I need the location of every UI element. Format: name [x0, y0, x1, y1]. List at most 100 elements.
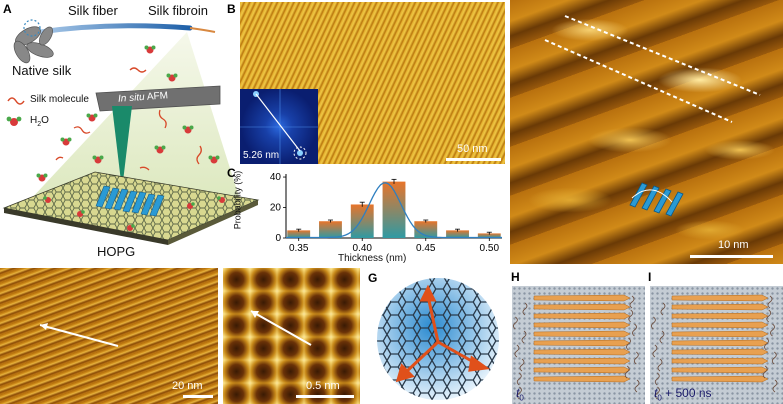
side-chain	[522, 302, 528, 316]
native-silk-icon	[13, 26, 54, 64]
panel-i-md-snapshot	[650, 286, 783, 404]
beta-strand	[533, 348, 631, 356]
silk-nanofibril-array	[95, 185, 165, 217]
panel-label-a: A	[3, 2, 12, 16]
side-chain	[514, 344, 520, 358]
panel-e-scale-label: 20 nm	[172, 380, 203, 392]
afm-tip	[112, 106, 132, 190]
panel-i-time-label: t0 + 500 ns	[654, 386, 712, 403]
side-chain	[654, 372, 660, 386]
beta-strand	[671, 339, 769, 347]
y-tick-label: 40	[270, 172, 282, 183]
panel-f-scale-bar	[296, 395, 354, 398]
beta-strand	[533, 294, 631, 302]
side-chain	[624, 365, 630, 379]
label-native-silk: Native silk	[12, 63, 72, 78]
bar	[414, 221, 438, 238]
beta-strand	[671, 348, 769, 356]
beta-strand	[533, 339, 631, 347]
beta-strand	[671, 357, 769, 365]
side-chain	[652, 344, 658, 358]
x-tick-label: 0.40	[353, 243, 373, 254]
panel-f-overlay	[250, 310, 312, 346]
panel-e-afm-image	[0, 268, 218, 404]
beta-strand	[533, 366, 631, 374]
side-chain	[629, 295, 635, 309]
label-silk-fibroin: Silk fibroin	[148, 3, 208, 18]
panel-f-afm-image	[223, 268, 360, 404]
side-chain	[633, 351, 639, 365]
panel-h-time-label: t0	[516, 386, 524, 403]
panel-label-c: C	[227, 166, 236, 180]
bar	[477, 233, 501, 238]
panel-g-graphene-lattice	[377, 278, 499, 400]
bar	[287, 230, 311, 238]
side-chain	[766, 309, 772, 323]
side-chain	[655, 386, 660, 400]
panel-label-b: B	[227, 2, 236, 16]
panel-d-overlay	[544, 15, 761, 217]
side-chain	[772, 379, 778, 393]
beta-strand	[671, 303, 769, 311]
label-silk-fiber: Silk fiber	[68, 3, 118, 18]
hopg-water-molecules	[43, 196, 225, 231]
panel-b-scale-bar	[446, 158, 501, 161]
silk-fiber	[37, 23, 193, 35]
panel-h-strands	[512, 294, 640, 400]
y-tick-label: 0	[275, 233, 281, 244]
silk-molecules	[55, 67, 202, 171]
beta-strand	[671, 330, 769, 338]
panel-e-overlay	[39, 323, 119, 347]
panel-c-ylabel: Probability (%)	[232, 170, 243, 230]
water-molecules	[36, 45, 220, 182]
panel-h-md-snapshot	[512, 286, 645, 404]
beta-strand	[533, 303, 631, 311]
side-chain	[517, 386, 522, 400]
side-chain	[762, 365, 768, 379]
side-chain	[516, 372, 522, 386]
side-chain	[659, 330, 665, 344]
side-chain	[519, 358, 525, 372]
side-chain	[660, 302, 666, 316]
panel-b-scale-label: 50 nm	[457, 143, 488, 155]
h2o-icon	[6, 116, 22, 126]
side-chain	[512, 316, 518, 330]
side-chain	[771, 351, 777, 365]
side-chain	[632, 323, 637, 337]
y-tick-label: 20	[270, 203, 282, 214]
panel-label-i: I	[648, 270, 652, 284]
panel-i-strands	[650, 294, 778, 400]
side-chain	[770, 323, 775, 337]
side-chain	[628, 309, 634, 323]
label-silk-molecule: Silk molecule	[30, 94, 89, 105]
silk-molecule-icon	[7, 97, 25, 105]
x-tick-label: 0.45	[416, 243, 436, 254]
x-tick-label: 0.35	[289, 243, 309, 254]
beta-strand	[533, 357, 631, 365]
side-chain	[634, 379, 640, 393]
panel-d-helix-icon	[629, 182, 684, 217]
beta-strand	[533, 375, 631, 383]
beta-strand	[671, 366, 769, 374]
beta-strand	[671, 375, 769, 383]
side-chain	[521, 330, 527, 344]
side-chain	[767, 295, 773, 309]
panel-b-fft-inset	[240, 89, 318, 164]
side-chain	[626, 337, 631, 351]
bar	[319, 221, 342, 238]
beta-strand	[671, 321, 769, 329]
panel-e-scale-bar	[183, 395, 213, 398]
panel-label-h: H	[511, 270, 520, 284]
bar	[446, 230, 469, 238]
panel-d-scale-bar	[690, 255, 773, 258]
panel-b-fft-label: 5.26 nm	[243, 150, 280, 161]
gaussian-fit-line	[286, 182, 502, 239]
panel-d-scale-label: 10 nm	[718, 239, 749, 251]
panel-c-xlabel: Thickness (nm)	[338, 253, 407, 264]
side-chain	[650, 316, 656, 330]
bar	[350, 204, 374, 238]
side-chain	[657, 358, 663, 372]
afm-cantilever	[95, 85, 221, 112]
beta-strand	[533, 321, 631, 329]
x-tick-label: 0.50	[480, 243, 500, 254]
